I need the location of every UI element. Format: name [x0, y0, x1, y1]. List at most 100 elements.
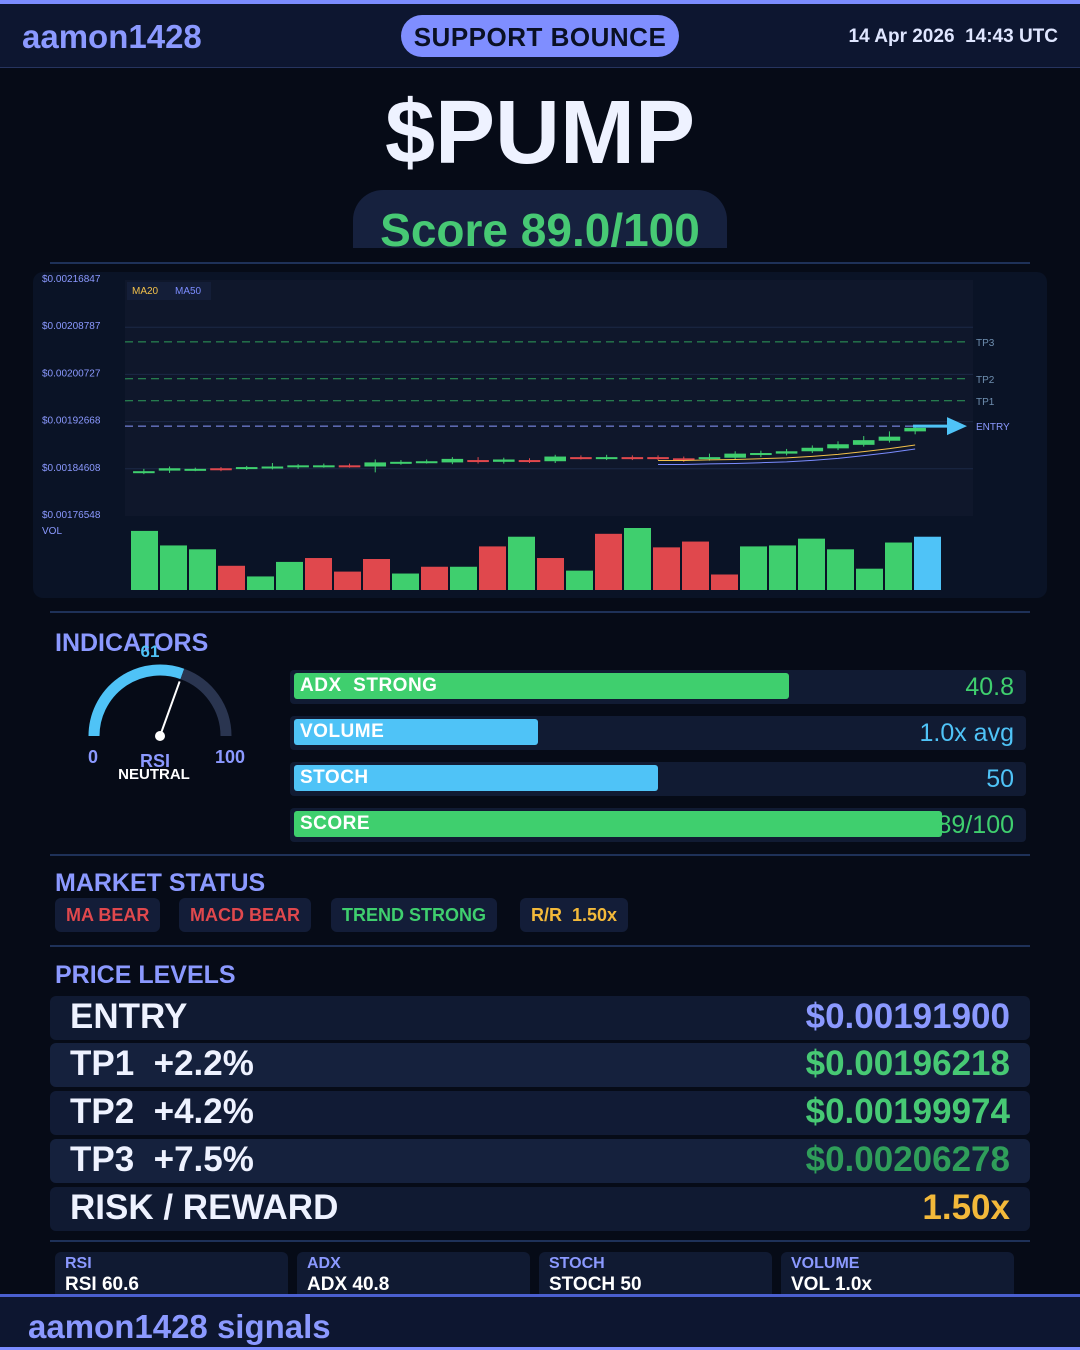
candle-body	[492, 459, 515, 462]
volume-bar	[334, 571, 361, 590]
status-badge: MA BEAR	[55, 898, 161, 932]
candle-body	[390, 461, 412, 464]
volume-bar	[450, 566, 477, 590]
candle-body	[313, 465, 335, 468]
volume-bar	[392, 573, 419, 590]
indicator-bar-value: 50	[986, 765, 1014, 793]
status-badge: R/R 1.50x	[520, 898, 629, 932]
candle-body	[467, 460, 489, 463]
volume-bar	[131, 530, 158, 590]
volume-bar	[218, 565, 245, 590]
volume-bar	[508, 536, 535, 590]
divider	[50, 854, 1030, 856]
candle-body	[184, 468, 207, 471]
rsi-needle	[159, 681, 181, 737]
rsi-value: 61	[141, 642, 160, 661]
signal-type-badge: SUPPORT BOUNCE	[401, 15, 679, 57]
stat-key: ADX	[307, 1255, 341, 1272]
volume-bar	[247, 576, 274, 590]
indicator-bar-0: ADX STRONG 40.8	[290, 670, 1026, 704]
candle-body	[827, 444, 849, 449]
divider	[50, 262, 1030, 264]
price-level-row: ENTRY $0.00191900	[50, 996, 1030, 1040]
stat-key: RSI	[65, 1255, 92, 1272]
divider	[50, 611, 1030, 613]
stat-card-rsi: RSI RSI 60.6	[55, 1252, 288, 1300]
score-pill	[353, 190, 727, 248]
stat-key: STOCH	[549, 1255, 605, 1272]
price-level-label: TP2 +4.2%	[70, 1092, 254, 1131]
candle-body	[878, 436, 901, 441]
score-text: Score 89.0/100	[380, 204, 700, 256]
legend-ma20: MA20	[132, 286, 159, 297]
legend-ma50: MA50	[175, 286, 202, 297]
rsi-label: RSI	[140, 751, 170, 771]
indicator-bar-label: ADX STRONG	[300, 675, 438, 696]
price-level-label: ENTRY	[70, 997, 188, 1036]
volume-bar	[160, 545, 187, 590]
volume-bar	[421, 566, 448, 590]
price-levels-title: PRICE LEVELS	[55, 961, 236, 989]
level-label-tp1: TP1	[976, 397, 995, 408]
volume-bar	[479, 546, 506, 590]
volume-bar	[827, 549, 854, 590]
indicator-bar-value: 1.0x avg	[919, 719, 1014, 747]
price-level-row: TP1 +2.2% $0.00196218	[50, 1043, 1030, 1087]
level-label-entry: ENTRY	[976, 422, 1010, 433]
footer-text: aamon1428 signals	[28, 1308, 331, 1345]
status-badge: MACD BEAR	[179, 898, 311, 932]
volume-bar	[798, 538, 825, 590]
volume-bar	[305, 558, 332, 590]
volume-bar	[189, 549, 216, 590]
candle-body	[698, 457, 721, 460]
volume-bar	[914, 536, 941, 590]
price-level-label: TP3 +7.5%	[70, 1140, 254, 1179]
volume-bar	[276, 561, 303, 590]
candle-body	[672, 458, 695, 461]
volume-label: VOL	[42, 526, 62, 537]
indicator-bar-2: STOCH 50	[290, 762, 1026, 796]
stat-key: VOLUME	[791, 1255, 860, 1272]
candle-body	[518, 460, 541, 463]
y-tick-label: $0.00184608	[42, 463, 101, 474]
stat-value: ADX 40.8	[307, 1274, 390, 1295]
candle-body	[415, 461, 438, 464]
header-bar: aamon1428 SUPPORT BOUNCE 14 Apr 2026 14:…	[0, 0, 1080, 68]
price-level-label: RISK / REWARD	[70, 1188, 339, 1227]
y-tick-label: $0.00216847	[42, 274, 101, 285]
candle-body	[801, 447, 824, 452]
volume-bar	[711, 574, 738, 590]
level-label-tp2: TP2	[976, 375, 995, 386]
indicator-bar-label: SCORE	[300, 813, 371, 834]
volume-bar	[856, 568, 883, 590]
candle-body	[647, 457, 669, 460]
brand-name: aamon1428	[22, 18, 202, 55]
rsi-state: NEUTRAL	[118, 766, 190, 783]
volume-bar	[595, 533, 622, 590]
candle-body	[364, 462, 387, 467]
indicator-bar-3: SCORE 89/100	[290, 808, 1026, 842]
y-tick-label: $0.00208787	[42, 321, 101, 332]
price-level-value: $0.00199974	[805, 1092, 1010, 1131]
indicator-bar-fill	[294, 673, 790, 699]
rsi-gauge-fill	[88, 664, 185, 737]
timestamp: 14 Apr 2026 14:43 UTC	[848, 26, 1058, 47]
rsi-min: 0	[88, 747, 98, 767]
volume-bar	[363, 559, 390, 590]
price-level-row: TP3 +7.5% $0.00206278	[50, 1139, 1030, 1183]
candle-body	[595, 457, 618, 460]
rsi-gauge-track	[180, 668, 232, 737]
candle-body	[750, 453, 772, 456]
indicators-title: INDICATORS	[55, 629, 209, 657]
stat-value: RSI 60.6	[65, 1274, 139, 1295]
candle-body	[158, 468, 181, 471]
level-label-tp3: TP3	[976, 338, 995, 349]
volume-bar	[566, 570, 593, 590]
candle-body	[621, 457, 644, 460]
indicator-bar-1: VOLUME 1.0x avg	[290, 716, 1026, 750]
price-level-row: RISK / REWARD 1.50x	[50, 1187, 1030, 1231]
rsi-max: 100	[215, 747, 245, 767]
indicator-bar-label: VOLUME	[300, 721, 385, 742]
ma20-line	[658, 444, 916, 461]
stat-value: VOL 1.0x	[791, 1274, 872, 1295]
